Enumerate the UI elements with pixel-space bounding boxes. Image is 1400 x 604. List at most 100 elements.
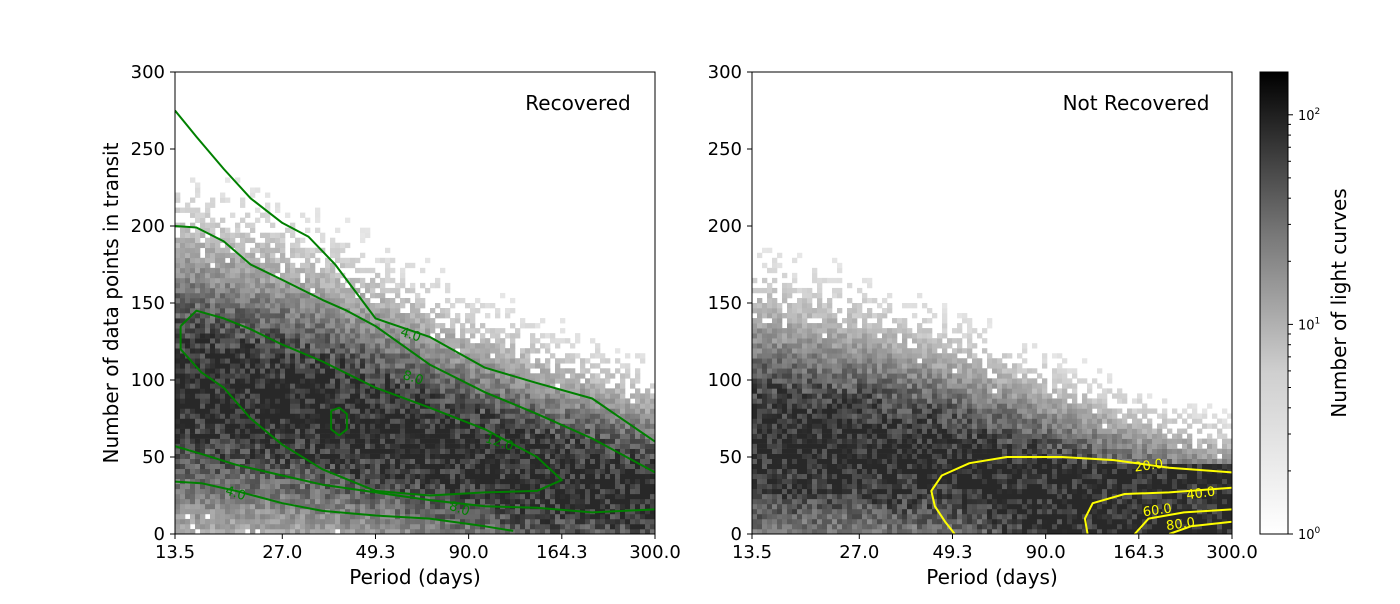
heatmap-cell (355, 318, 360, 323)
heatmap-cell (757, 474, 762, 479)
heatmap-cell (595, 449, 600, 454)
heatmap-cell (575, 408, 580, 413)
heatmap-cell (290, 484, 295, 489)
heatmap-cell (180, 484, 185, 489)
heatmap-cell (270, 263, 275, 268)
heatmap-cell (757, 338, 762, 343)
heatmap-cell (375, 378, 380, 383)
heatmap-cell (440, 424, 445, 429)
heatmap-cell (645, 449, 650, 454)
heatmap-cell (350, 499, 355, 504)
heatmap-cell (595, 524, 600, 529)
heatmap-cell (260, 248, 265, 253)
heatmap-cell (777, 524, 782, 529)
heatmap-cell (220, 368, 225, 373)
heatmap-cell (435, 388, 440, 393)
heatmap-cell (565, 449, 570, 454)
heatmap-cell (275, 263, 280, 268)
heatmap-cell (465, 363, 470, 368)
heatmap-cell (345, 243, 350, 248)
heatmap-cell (290, 263, 295, 268)
heatmap-cell (635, 514, 640, 519)
heatmap-cell (565, 504, 570, 509)
heatmap-cell (435, 509, 440, 514)
heatmap-cell (545, 363, 550, 368)
heatmap-cell (400, 434, 405, 439)
heatmap-cell (480, 398, 485, 403)
heatmap-cell (580, 358, 585, 363)
heatmap-cell (440, 434, 445, 439)
heatmap-cell (235, 273, 240, 278)
heatmap-cell (767, 439, 772, 444)
heatmap-cell (275, 323, 280, 328)
heatmap-cell (240, 393, 245, 398)
heatmap-cell (762, 368, 767, 373)
heatmap-cell (205, 429, 210, 434)
heatmap-cell (345, 333, 350, 338)
heatmap-cell (255, 283, 260, 288)
heatmap-cell (460, 328, 465, 333)
heatmap-cell (777, 509, 782, 514)
heatmap-cell (190, 419, 195, 424)
heatmap-cell (560, 449, 565, 454)
heatmap-cell (310, 313, 315, 318)
heatmap-cell (330, 504, 335, 509)
heatmap-cell (530, 398, 535, 403)
heatmap-cell (555, 514, 560, 519)
heatmap-cell (620, 393, 625, 398)
heatmap-cell (375, 393, 380, 398)
heatmap-cell (210, 469, 215, 474)
heatmap-cell (520, 419, 525, 424)
heatmap-cell (600, 393, 605, 398)
heatmap-cell (250, 228, 255, 233)
heatmap-cell (450, 464, 455, 469)
heatmap-cell (330, 454, 335, 459)
heatmap-cell (490, 509, 495, 514)
heatmap-cell (762, 333, 767, 338)
heatmap-cell (360, 459, 365, 464)
heatmap-cell (625, 524, 630, 529)
heatmap-cell (190, 198, 195, 203)
heatmap-cell (200, 358, 205, 363)
heatmap-cell (465, 479, 470, 484)
heatmap-cell (280, 413, 285, 418)
heatmap-cell (275, 444, 280, 449)
heatmap-cell (635, 398, 640, 403)
heatmap-cell (495, 408, 500, 413)
heatmap-cell (215, 343, 220, 348)
heatmap-cell (255, 444, 260, 449)
heatmap-cell (320, 283, 325, 288)
heatmap-cell (575, 474, 580, 479)
heatmap-cell (255, 208, 260, 213)
heatmap-cell (782, 298, 787, 303)
heatmap-cell (405, 469, 410, 474)
heatmap-cell (460, 298, 465, 303)
heatmap-cell (500, 454, 505, 459)
heatmap-cell (215, 504, 220, 509)
heatmap-cell (782, 338, 787, 343)
heatmap-cell (270, 258, 275, 263)
heatmap-cell (495, 363, 500, 368)
heatmap-cell (450, 419, 455, 424)
heatmap-cell (175, 273, 180, 278)
heatmap-cell (335, 318, 340, 323)
heatmap-cell (777, 454, 782, 459)
heatmap-cell (410, 464, 415, 469)
heatmap-cell (220, 303, 225, 308)
heatmap-cells (175, 177, 655, 534)
heatmap-cell (325, 499, 330, 504)
heatmap-cell (530, 434, 535, 439)
heatmap-cell (180, 258, 185, 263)
heatmap-cell (195, 514, 200, 519)
heatmap-cell (325, 419, 330, 424)
heatmap-cell (225, 313, 230, 318)
heatmap-cell (772, 459, 777, 464)
heatmap-cell (355, 328, 360, 333)
heatmap-cell (565, 393, 570, 398)
heatmap-cell (630, 494, 635, 499)
heatmap-cell (235, 358, 240, 363)
heatmap-cell (340, 318, 345, 323)
heatmap-cell (525, 479, 530, 484)
heatmap-cell (752, 434, 757, 439)
heatmap-cell (300, 283, 305, 288)
